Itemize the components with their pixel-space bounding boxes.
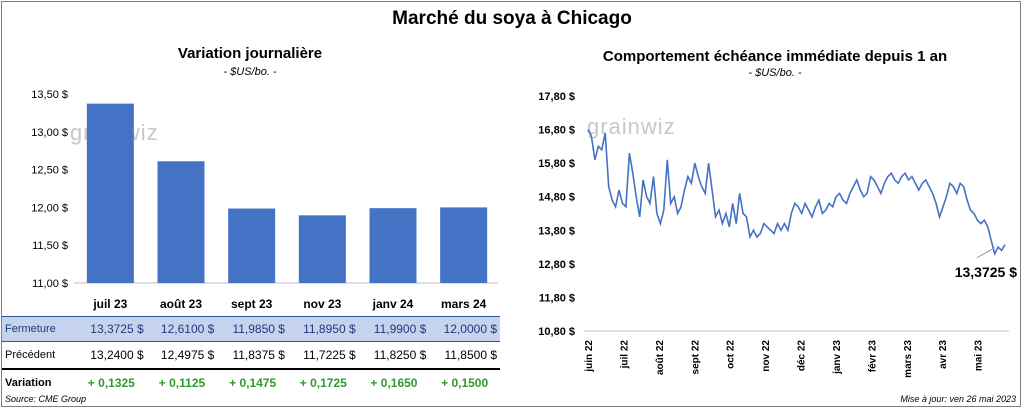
table-cell: 11,8375 $ <box>232 348 285 362</box>
table-cell: + 0,1325 <box>76 368 147 396</box>
bar <box>440 207 488 283</box>
callout-leader <box>976 247 996 259</box>
y-tick-label: 16,80 $ <box>538 125 575 137</box>
y-tick-label: 11,80 $ <box>539 292 575 304</box>
watermark: grainwiz <box>587 114 676 139</box>
row-label: Précédent <box>5 349 56 361</box>
bar <box>228 208 276 283</box>
left-chart-unit: - $US/bo. - <box>223 66 277 78</box>
table-cell: 12,0000 $ <box>429 316 500 342</box>
y-tick-label: 17,80 $ <box>538 91 575 103</box>
table-cell: 13,3725 $ <box>76 316 147 342</box>
source-note: Source: CME Group <box>5 394 87 404</box>
bar <box>157 161 205 283</box>
table-cell: 11,7225 $ <box>303 348 356 362</box>
bar <box>86 103 134 283</box>
x-tick-label: janv 23 <box>832 340 843 375</box>
x-tick-label: mars 24 <box>441 297 487 311</box>
table-cell: 11,9900 $ <box>358 316 430 342</box>
update-note: Mise à jour: ven 26 mai 2023 <box>900 394 1016 404</box>
y-tick-label: 13,50 $ <box>31 89 68 101</box>
left-chart-title: Variation journalière <box>177 45 323 62</box>
table-cell: 11,8250 $ <box>373 348 427 362</box>
row-label: Fermeture <box>2 316 76 342</box>
table-row-previous: Précédent 13,2400 $ 12,4975 $ 11,8375 $ … <box>2 342 500 370</box>
x-tick-label: déc 22 <box>797 340 808 372</box>
table-cell: + 0,1475 <box>217 368 288 396</box>
table-row-close: Fermeture 13,3725 $ 12,6100 $ 11,9850 $ … <box>2 316 500 342</box>
x-tick-label: mai 23 <box>974 340 985 372</box>
x-tick-label: juil 22 <box>619 340 630 370</box>
x-tick-label: avr 23 <box>938 340 949 369</box>
y-tick-label: 14,80 $ <box>538 192 575 204</box>
x-tick-label: juin 22 <box>584 340 595 373</box>
right-chart-unit: - $US/bo. - <box>748 67 802 79</box>
x-tick-label: sept 23 <box>231 297 273 311</box>
table-row-variation: Variation + 0,1325 + 0,1125 + 0,1475 + 0… <box>2 368 500 396</box>
table-cell: 12,6100 $ <box>146 316 218 342</box>
x-tick-label: févr 23 <box>867 340 878 373</box>
row-label: Variation <box>2 368 76 396</box>
last-value-label: 13,3725 $ <box>955 264 1017 280</box>
y-tick-label: 12,00 $ <box>31 202 68 214</box>
bar <box>369 208 417 283</box>
x-tick-label: juil 23 <box>92 297 127 311</box>
y-tick-label: 11,50 $ <box>32 240 68 252</box>
x-tick-label: sept 22 <box>690 340 701 375</box>
table-cell: 12,4975 $ <box>160 348 215 362</box>
x-tick-label: mars 23 <box>903 340 914 378</box>
series-line <box>587 129 1006 257</box>
table-cell: 11,8500 $ <box>444 348 498 362</box>
table-cell: + 0,1725 <box>287 368 359 396</box>
x-tick-label: nov 22 <box>761 340 772 372</box>
table-cell: 11,8950 $ <box>287 316 359 342</box>
x-tick-label: nov 23 <box>303 297 341 311</box>
y-tick-label: 13,80 $ <box>538 225 575 237</box>
line-chart: 10,80 $ 11,80 $ 12,80 $ 13,80 $ 14,80 $ 15,80… <box>538 91 1017 378</box>
x-tick-label: janv 24 <box>372 297 414 311</box>
y-tick-label: 12,80 $ <box>538 259 575 271</box>
table-cell: 13,2400 $ <box>90 348 144 362</box>
x-tick-label: août 23 <box>160 297 202 311</box>
x-tick-label: août 22 <box>655 340 666 375</box>
right-chart-title: Comportement échéance immédiate depuis 1… <box>602 48 948 65</box>
y-tick-label: 10,80 $ <box>538 326 575 338</box>
table-cell: + 0,1125 <box>146 368 218 396</box>
y-tick-label: 13,00 $ <box>31 127 68 139</box>
page-title: Marché du soya à Chicago <box>392 8 632 29</box>
y-tick-label: 11,00 $ <box>32 278 68 290</box>
y-tick-label: 12,50 $ <box>31 165 68 177</box>
table-cell: + 0,1650 <box>358 368 430 396</box>
x-tick-label: oct 22 <box>726 340 737 369</box>
bar <box>298 215 346 283</box>
bar-chart: 11,00 $ 11,50 $ 12,00 $ 12,50 $ 13,00 $ 13,50… <box>31 89 498 311</box>
table-cell: + 0,1500 <box>429 368 500 396</box>
y-tick-label: 15,80 $ <box>538 158 575 170</box>
price-table: Fermeture 13,3725 $ 12,6100 $ 11,9850 $ … <box>2 316 500 396</box>
table-cell: 11,9850 $ <box>217 316 288 342</box>
